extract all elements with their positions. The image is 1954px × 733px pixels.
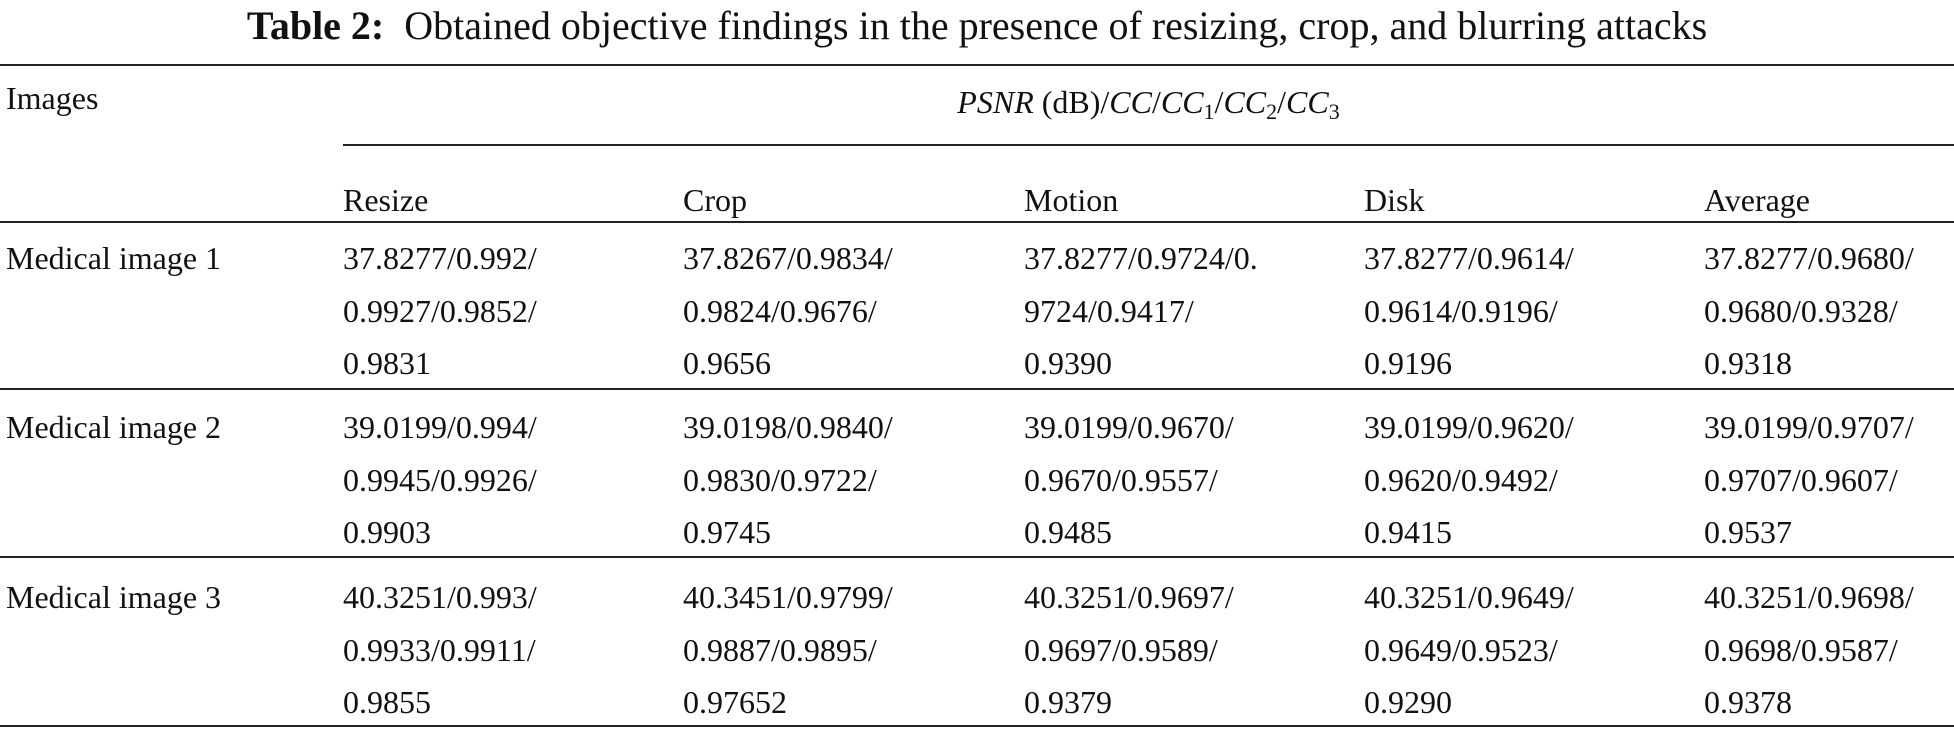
cell-line: 37.8277/0.992/ xyxy=(343,240,537,276)
cell-line: 0.9830/0.9722/ xyxy=(683,461,877,498)
metric-part: (dB)/ xyxy=(1033,84,1110,120)
cell-line: 0.9196 xyxy=(1364,345,1452,381)
metric-part: CC xyxy=(1286,84,1329,120)
metric-part: 2 xyxy=(1266,99,1278,124)
metric-part: 3 xyxy=(1328,99,1340,124)
cell-line: 0.9697/0.9589/ xyxy=(1024,631,1218,668)
cell-line: 0.97652 xyxy=(683,684,787,720)
cell-line: 0.9415 xyxy=(1364,514,1452,550)
cell-line: 0.9945/0.9926/ xyxy=(343,461,537,498)
cell-line: 0.9698/0.9587/ xyxy=(1704,631,1898,668)
top-rule xyxy=(0,64,1954,66)
cell-line: 0.9649/0.9523/ xyxy=(1364,631,1558,668)
cell-line: 0.9824/0.9676/ xyxy=(683,292,877,329)
cell-line: 39.0198/0.9840/ xyxy=(683,409,893,445)
column-header: Crop xyxy=(683,182,747,218)
cell-line: 40.3251/0.9649/ xyxy=(1364,579,1574,615)
metric-part: CC xyxy=(1160,84,1204,120)
column-header: Average xyxy=(1704,182,1810,218)
cell-line: 0.9680/0.9328/ xyxy=(1704,292,1898,329)
cell-line: 0.9887/0.9895/ xyxy=(683,631,877,668)
row-label: Medical image 1 xyxy=(6,240,222,276)
cell-line: 40.3451/0.9799/ xyxy=(683,579,893,615)
metric-part: / xyxy=(1277,84,1287,120)
caption-label: Table 2: xyxy=(246,3,385,48)
metric-part: CC xyxy=(1223,84,1267,120)
metric-part: / xyxy=(1151,84,1161,120)
row-header: Images xyxy=(6,80,99,116)
cell-line: 39.0199/0.9670/ xyxy=(1024,409,1234,445)
cell-line: 9724/0.9417/ xyxy=(1024,292,1194,329)
cell-line: 37.8277/0.9680/ xyxy=(1704,240,1914,276)
row-rule xyxy=(0,556,1954,558)
header-bottom-rule xyxy=(0,221,1954,223)
cell-line: 0.9903 xyxy=(343,514,431,550)
cell-line: 0.9537 xyxy=(1704,514,1792,550)
column-header: Motion xyxy=(1024,182,1119,218)
cell-line: 39.0199/0.9707/ xyxy=(1704,409,1914,445)
cell-line: 40.3251/0.993/ xyxy=(343,579,537,615)
cell-line: 39.0199/0.9620/ xyxy=(1364,409,1574,445)
cell-line: 0.9390 xyxy=(1024,345,1112,381)
column-header: Disk xyxy=(1364,182,1425,218)
metric-part: 1 xyxy=(1203,99,1215,124)
column-header: Resize xyxy=(343,182,429,218)
row-label: Medical image 3 xyxy=(6,579,222,615)
cell-line: 0.9745 xyxy=(683,514,771,550)
cell-line: 0.9656 xyxy=(683,345,771,381)
cell-line: 0.9378 xyxy=(1704,684,1792,720)
cell-line: 0.9707/0.9607/ xyxy=(1704,461,1898,498)
cell-line: 0.9927/0.9852/ xyxy=(343,292,537,329)
cell-line: 37.8267/0.9834/ xyxy=(683,240,893,276)
row-rule xyxy=(0,388,1954,390)
caption-text: Obtained objective findings in the prese… xyxy=(404,3,1708,48)
cell-line: 0.9379 xyxy=(1024,684,1112,720)
row-label: Medical image 2 xyxy=(6,409,222,445)
cell-line: 0.9318 xyxy=(1704,345,1792,381)
metric-part: / xyxy=(1214,84,1224,120)
cell-line: 0.9831 xyxy=(343,345,431,381)
cell-line: 0.9290 xyxy=(1364,684,1452,720)
cell-line: 40.3251/0.9698/ xyxy=(1704,579,1914,615)
metric-part: CC xyxy=(1109,84,1152,120)
cell-line: 0.9620/0.9492/ xyxy=(1364,461,1558,498)
bottom-rule xyxy=(0,725,1954,727)
cell-line: 0.9614/0.9196/ xyxy=(1364,292,1558,329)
cell-line: 0.9485 xyxy=(1024,514,1112,550)
header-rule xyxy=(343,144,1954,146)
metric-header: PSNR (dB)/CC/CC1/CC2/CC3 xyxy=(343,86,1954,123)
cell-line: 37.8277/0.9614/ xyxy=(1364,240,1574,276)
metric-part: PSNR xyxy=(957,84,1034,120)
cell-line: 0.9933/0.9911/ xyxy=(343,631,536,668)
cell-line: 39.0199/0.994/ xyxy=(343,409,537,445)
cell-line: 37.8277/0.9724/0. xyxy=(1024,240,1258,276)
cell-line: 0.9670/0.9557/ xyxy=(1024,461,1218,498)
cell-line: 0.9855 xyxy=(343,684,431,720)
caption: Table 2: Obtained objective findings in … xyxy=(0,6,1954,46)
cell-line: 40.3251/0.9697/ xyxy=(1024,579,1234,615)
